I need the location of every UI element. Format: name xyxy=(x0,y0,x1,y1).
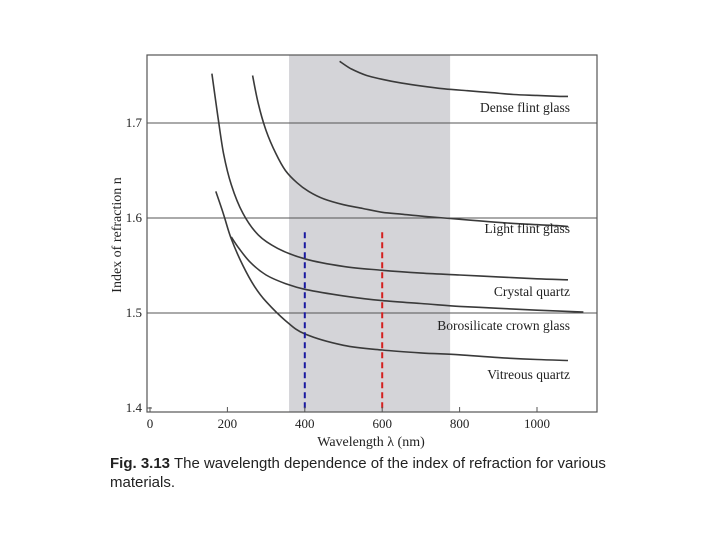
x-axis-ticks: 0 200 400 600 800 1000 xyxy=(147,407,550,431)
plot-frame xyxy=(146,54,598,413)
y-tick-label-1.5: 1.5 xyxy=(126,305,142,320)
figure-caption: Fig. 3.13 The wavelength dependence of t… xyxy=(110,454,630,492)
y-tick-label-1.4: 1.4 xyxy=(126,400,143,415)
caption-text: The wavelength dependence of the index o… xyxy=(110,455,606,491)
y-tick-label-1.6: 1.6 xyxy=(126,210,143,225)
label-crystal-quartz: Crystal quartz xyxy=(494,284,570,299)
x-tick-label-400: 400 xyxy=(295,416,315,431)
curve-light-flint-glass xyxy=(251,75,569,228)
y-axis-ticks: 1.4 1.5 1.6 1.7 xyxy=(126,115,152,415)
x-tick-label-200: 200 xyxy=(218,416,238,431)
x-axis-title: Wavelength λ (nm) xyxy=(317,435,425,450)
label-borosilicate-crown-glass: Borosilicate crown glass xyxy=(437,318,570,333)
figure-number: Fig. 3.13 xyxy=(110,455,171,472)
y-tick-label-1.7: 1.7 xyxy=(126,115,143,130)
x-tick-label-600: 600 xyxy=(372,416,392,431)
gridlines xyxy=(147,122,597,314)
label-light-flint-glass: Light flint glass xyxy=(485,221,571,236)
y-axis-title: Index of refraction n xyxy=(110,177,125,292)
x-tick-label-800: 800 xyxy=(450,416,470,431)
curve-borosilicate-crown-glass xyxy=(230,236,584,313)
label-dense-flint-glass: Dense flint glass xyxy=(480,100,570,115)
label-vitreous-quartz: Vitreous quartz xyxy=(487,367,570,382)
x-tick-label-1000: 1000 xyxy=(524,416,550,431)
curve-dense-flint-glass xyxy=(339,60,569,98)
x-tick-label-0: 0 xyxy=(147,416,154,431)
visible-spectrum-band xyxy=(289,55,451,412)
curve-crystal-quartz xyxy=(211,73,569,281)
